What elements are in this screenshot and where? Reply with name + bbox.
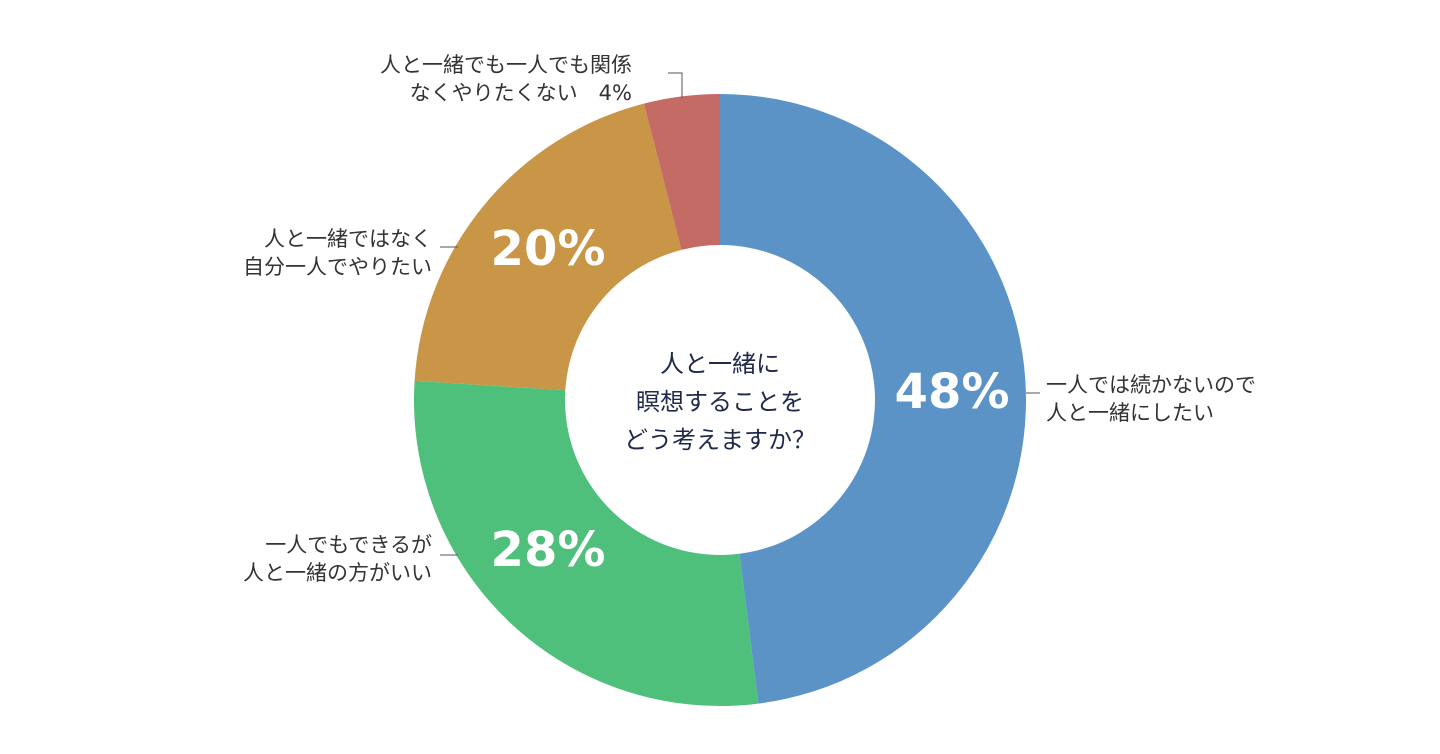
slices-layer [414, 94, 1027, 707]
slice-label-4-line-2: なくやりたくない 4% [410, 81, 632, 105]
slice-label-3-line-1: 人と一緒ではなく [264, 227, 432, 251]
leader-lines [440, 72, 1040, 556]
slice-label-2-line-2: 人と一緒の方がいい [243, 561, 432, 585]
center-text-line-1: 人と一緒に [660, 350, 780, 378]
leader-line-4 [668, 72, 683, 98]
donut-slice-2 [414, 380, 759, 707]
slice-label-2-line-1: 一人でもできるが [265, 533, 432, 557]
donut-slice-1 [720, 94, 1027, 704]
percent-labels: 48% 28% 20% [491, 221, 1010, 578]
percent-label-1: 48% [895, 364, 1010, 420]
slice-label-1-line-1: 一人では続かないので [1046, 373, 1256, 397]
donut-slice-3 [414, 103, 682, 391]
center-text-line-3: どう考えますか？ [624, 426, 816, 454]
slice-label-3-line-2: 自分一人でやりたい [243, 255, 432, 279]
slice-label-1-line-2: 人と一緒にしたい [1046, 401, 1214, 425]
percent-label-2: 28% [491, 522, 606, 578]
percent-label-3: 20% [491, 221, 606, 277]
slice-label-4-line-1: 人と一緒でも一人でも関係 [380, 53, 632, 77]
center-text-line-2: 瞑想することを [636, 388, 804, 416]
donut-slice-4 [643, 94, 720, 250]
